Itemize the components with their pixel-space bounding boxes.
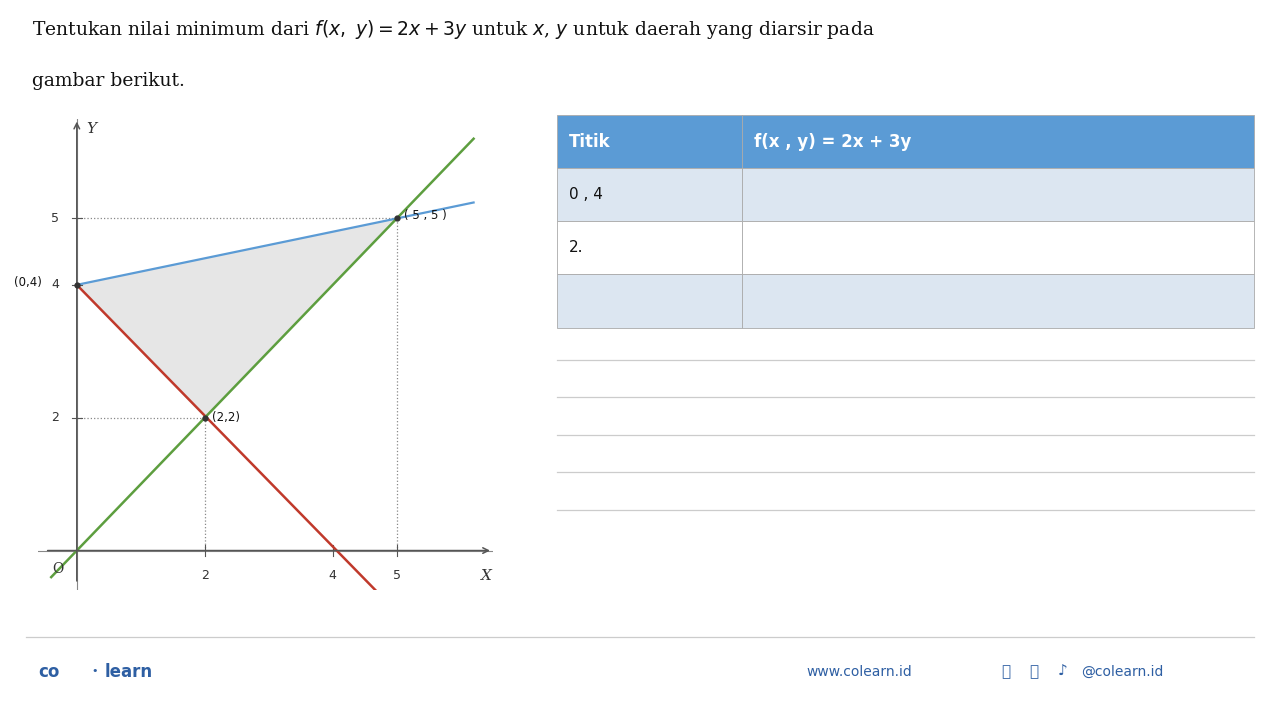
Text: :  bbox=[1029, 665, 1038, 679]
Text: learn: learn bbox=[105, 662, 154, 681]
Text: 5: 5 bbox=[393, 569, 401, 582]
Text: co: co bbox=[38, 662, 60, 681]
Text: :  bbox=[1001, 665, 1010, 679]
Bar bbox=[557, 221, 741, 274]
Text: 4: 4 bbox=[329, 569, 337, 582]
Bar bbox=[741, 115, 1254, 168]
Text: (0,4): (0,4) bbox=[14, 276, 41, 289]
Text: X: X bbox=[481, 569, 492, 583]
Text: gambar berikut.: gambar berikut. bbox=[32, 71, 184, 89]
Text: 2: 2 bbox=[201, 569, 209, 582]
Bar bbox=[741, 221, 1254, 274]
Text: 2: 2 bbox=[51, 411, 59, 424]
Text: Y: Y bbox=[86, 122, 96, 136]
Bar bbox=[557, 274, 741, 328]
Text: ( 5 , 5 ): ( 5 , 5 ) bbox=[404, 209, 447, 222]
Text: O: O bbox=[52, 562, 63, 576]
Text: 2.: 2. bbox=[570, 240, 584, 256]
Text: 5: 5 bbox=[51, 212, 59, 225]
Text: 0 , 4: 0 , 4 bbox=[570, 187, 603, 202]
Text: ♪: ♪ bbox=[1057, 665, 1068, 679]
Bar bbox=[557, 115, 741, 168]
Text: •: • bbox=[91, 666, 97, 676]
Polygon shape bbox=[77, 218, 397, 418]
Bar bbox=[557, 168, 741, 222]
Text: Tentukan nilai minimum dari $f(x,\ y) = 2x + 3y$ untuk $x$, $y$ untuk daerah yan: Tentukan nilai minimum dari $f(x,\ y) = … bbox=[32, 18, 874, 41]
Text: 4: 4 bbox=[51, 279, 59, 292]
Text: @colearn.id: @colearn.id bbox=[1082, 665, 1164, 679]
Text: (2,2): (2,2) bbox=[212, 411, 241, 424]
Text: www.colearn.id: www.colearn.id bbox=[806, 665, 913, 679]
Bar bbox=[741, 274, 1254, 328]
Bar bbox=[741, 168, 1254, 222]
Text: f(x , y) = 2x + 3y: f(x , y) = 2x + 3y bbox=[754, 132, 911, 150]
Text: Titik: Titik bbox=[570, 132, 611, 150]
